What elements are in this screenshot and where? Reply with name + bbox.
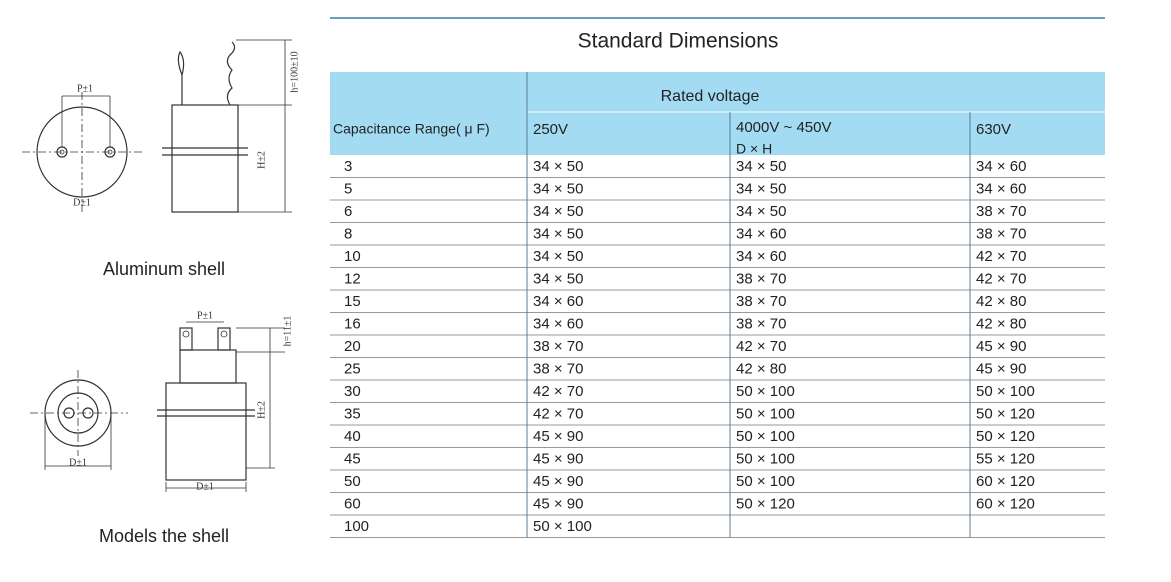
cell: 50 × 100 (736, 383, 795, 400)
row-label: 5 (344, 181, 352, 198)
row-label: 3 (344, 158, 352, 175)
dim-label: D±1 (69, 457, 87, 468)
cell: 42 × 70 (976, 248, 1026, 265)
cell: 34 × 50 (533, 203, 583, 220)
cell: 34 × 50 (533, 181, 583, 198)
cell: 45 × 90 (976, 338, 1026, 355)
row-label: 10 (344, 248, 361, 265)
cell: 38 × 70 (533, 338, 583, 355)
aluminum-shell-drawing (22, 39, 292, 213)
cell: 38 × 70 (976, 203, 1026, 220)
cell: 38 × 70 (533, 361, 583, 378)
column-note: D × H (736, 141, 772, 157)
cell: 60 × 120 (976, 496, 1035, 513)
cell: 45 × 90 (976, 361, 1026, 378)
cell: 34 × 50 (533, 158, 583, 175)
cell: 50 × 120 (976, 406, 1035, 423)
row-label: 12 (344, 271, 361, 288)
cell: 50 × 100 (736, 428, 795, 445)
cell: 42 × 70 (736, 338, 786, 355)
cell: 50 × 100 (736, 406, 795, 423)
row-label: 30 (344, 383, 361, 400)
cell: 42 × 80 (736, 361, 786, 378)
cell: 45 × 90 (533, 473, 583, 490)
dim-label: D±1 (73, 197, 91, 208)
cell: 42 × 70 (533, 383, 583, 400)
cell: 42 × 80 (976, 293, 1026, 310)
row-label: 40 (344, 428, 361, 445)
cell: 50 × 100 (736, 451, 795, 468)
cell: 60 × 120 (976, 473, 1035, 490)
table-title: Standard Dimensions (578, 30, 779, 53)
row-label: 60 (344, 496, 361, 513)
dim-label: P±1 (197, 310, 213, 321)
column-header: Capacitance Range( μ F) (333, 121, 490, 137)
row-label: 45 (344, 451, 361, 468)
header-band (330, 72, 1105, 155)
cell: 38 × 70 (976, 226, 1026, 243)
cell: 38 × 70 (736, 293, 786, 310)
row-label: 20 (344, 338, 361, 355)
row-label: 35 (344, 406, 361, 423)
row-label: 50 (344, 473, 361, 490)
dim-label: H±2 (256, 151, 267, 169)
cell: 34 × 50 (736, 181, 786, 198)
cell: 45 × 90 (533, 496, 583, 513)
row-label: 6 (344, 203, 352, 220)
cell: 50 × 100 (533, 518, 592, 535)
column-header: 630V (976, 121, 1011, 138)
row-label: 15 (344, 293, 361, 310)
cell: 34 × 60 (533, 293, 583, 310)
row-label: 8 (344, 226, 352, 243)
dim-label: D±1 (196, 481, 214, 492)
group-header: Rated voltage (661, 88, 760, 105)
cell: 34 × 60 (736, 248, 786, 265)
cell: 42 × 80 (976, 316, 1026, 333)
cell: 34 × 60 (533, 316, 583, 333)
row-label: 25 (344, 361, 361, 378)
dim-label: H±2 (256, 401, 267, 419)
cell: 34 × 50 (736, 158, 786, 175)
cell: 34 × 60 (976, 181, 1026, 198)
cell: 50 × 100 (736, 473, 795, 490)
cell: 38 × 70 (736, 316, 786, 333)
cell: 55 × 120 (976, 451, 1035, 468)
cell: 34 × 50 (736, 203, 786, 220)
cell: 34 × 50 (533, 248, 583, 265)
dim-label: h=100±10 (289, 51, 300, 92)
cell: 38 × 70 (736, 271, 786, 288)
caption: Aluminum shell (103, 259, 225, 279)
cell: 50 × 120 (976, 428, 1035, 445)
row-label: 16 (344, 316, 361, 333)
cell: 34 × 60 (976, 158, 1026, 175)
cell: 42 × 70 (533, 406, 583, 423)
column-header: 250V (533, 121, 568, 138)
row-label: 100 (344, 518, 369, 535)
cell: 34 × 50 (533, 271, 583, 288)
cell: 34 × 50 (533, 226, 583, 243)
cell: 34 × 60 (736, 226, 786, 243)
cell: 45 × 90 (533, 451, 583, 468)
caption: Models the shell (99, 526, 229, 546)
cell: 50 × 100 (976, 383, 1035, 400)
column-header: 4000V ~ 450V (736, 119, 832, 136)
cell: 42 × 70 (976, 271, 1026, 288)
cell: 50 × 120 (736, 496, 795, 513)
models-shell-drawing (30, 321, 285, 492)
cell: 45 × 90 (533, 428, 583, 445)
dim-label: P±1 (77, 83, 93, 94)
dim-label: h=11±1 (282, 316, 293, 347)
